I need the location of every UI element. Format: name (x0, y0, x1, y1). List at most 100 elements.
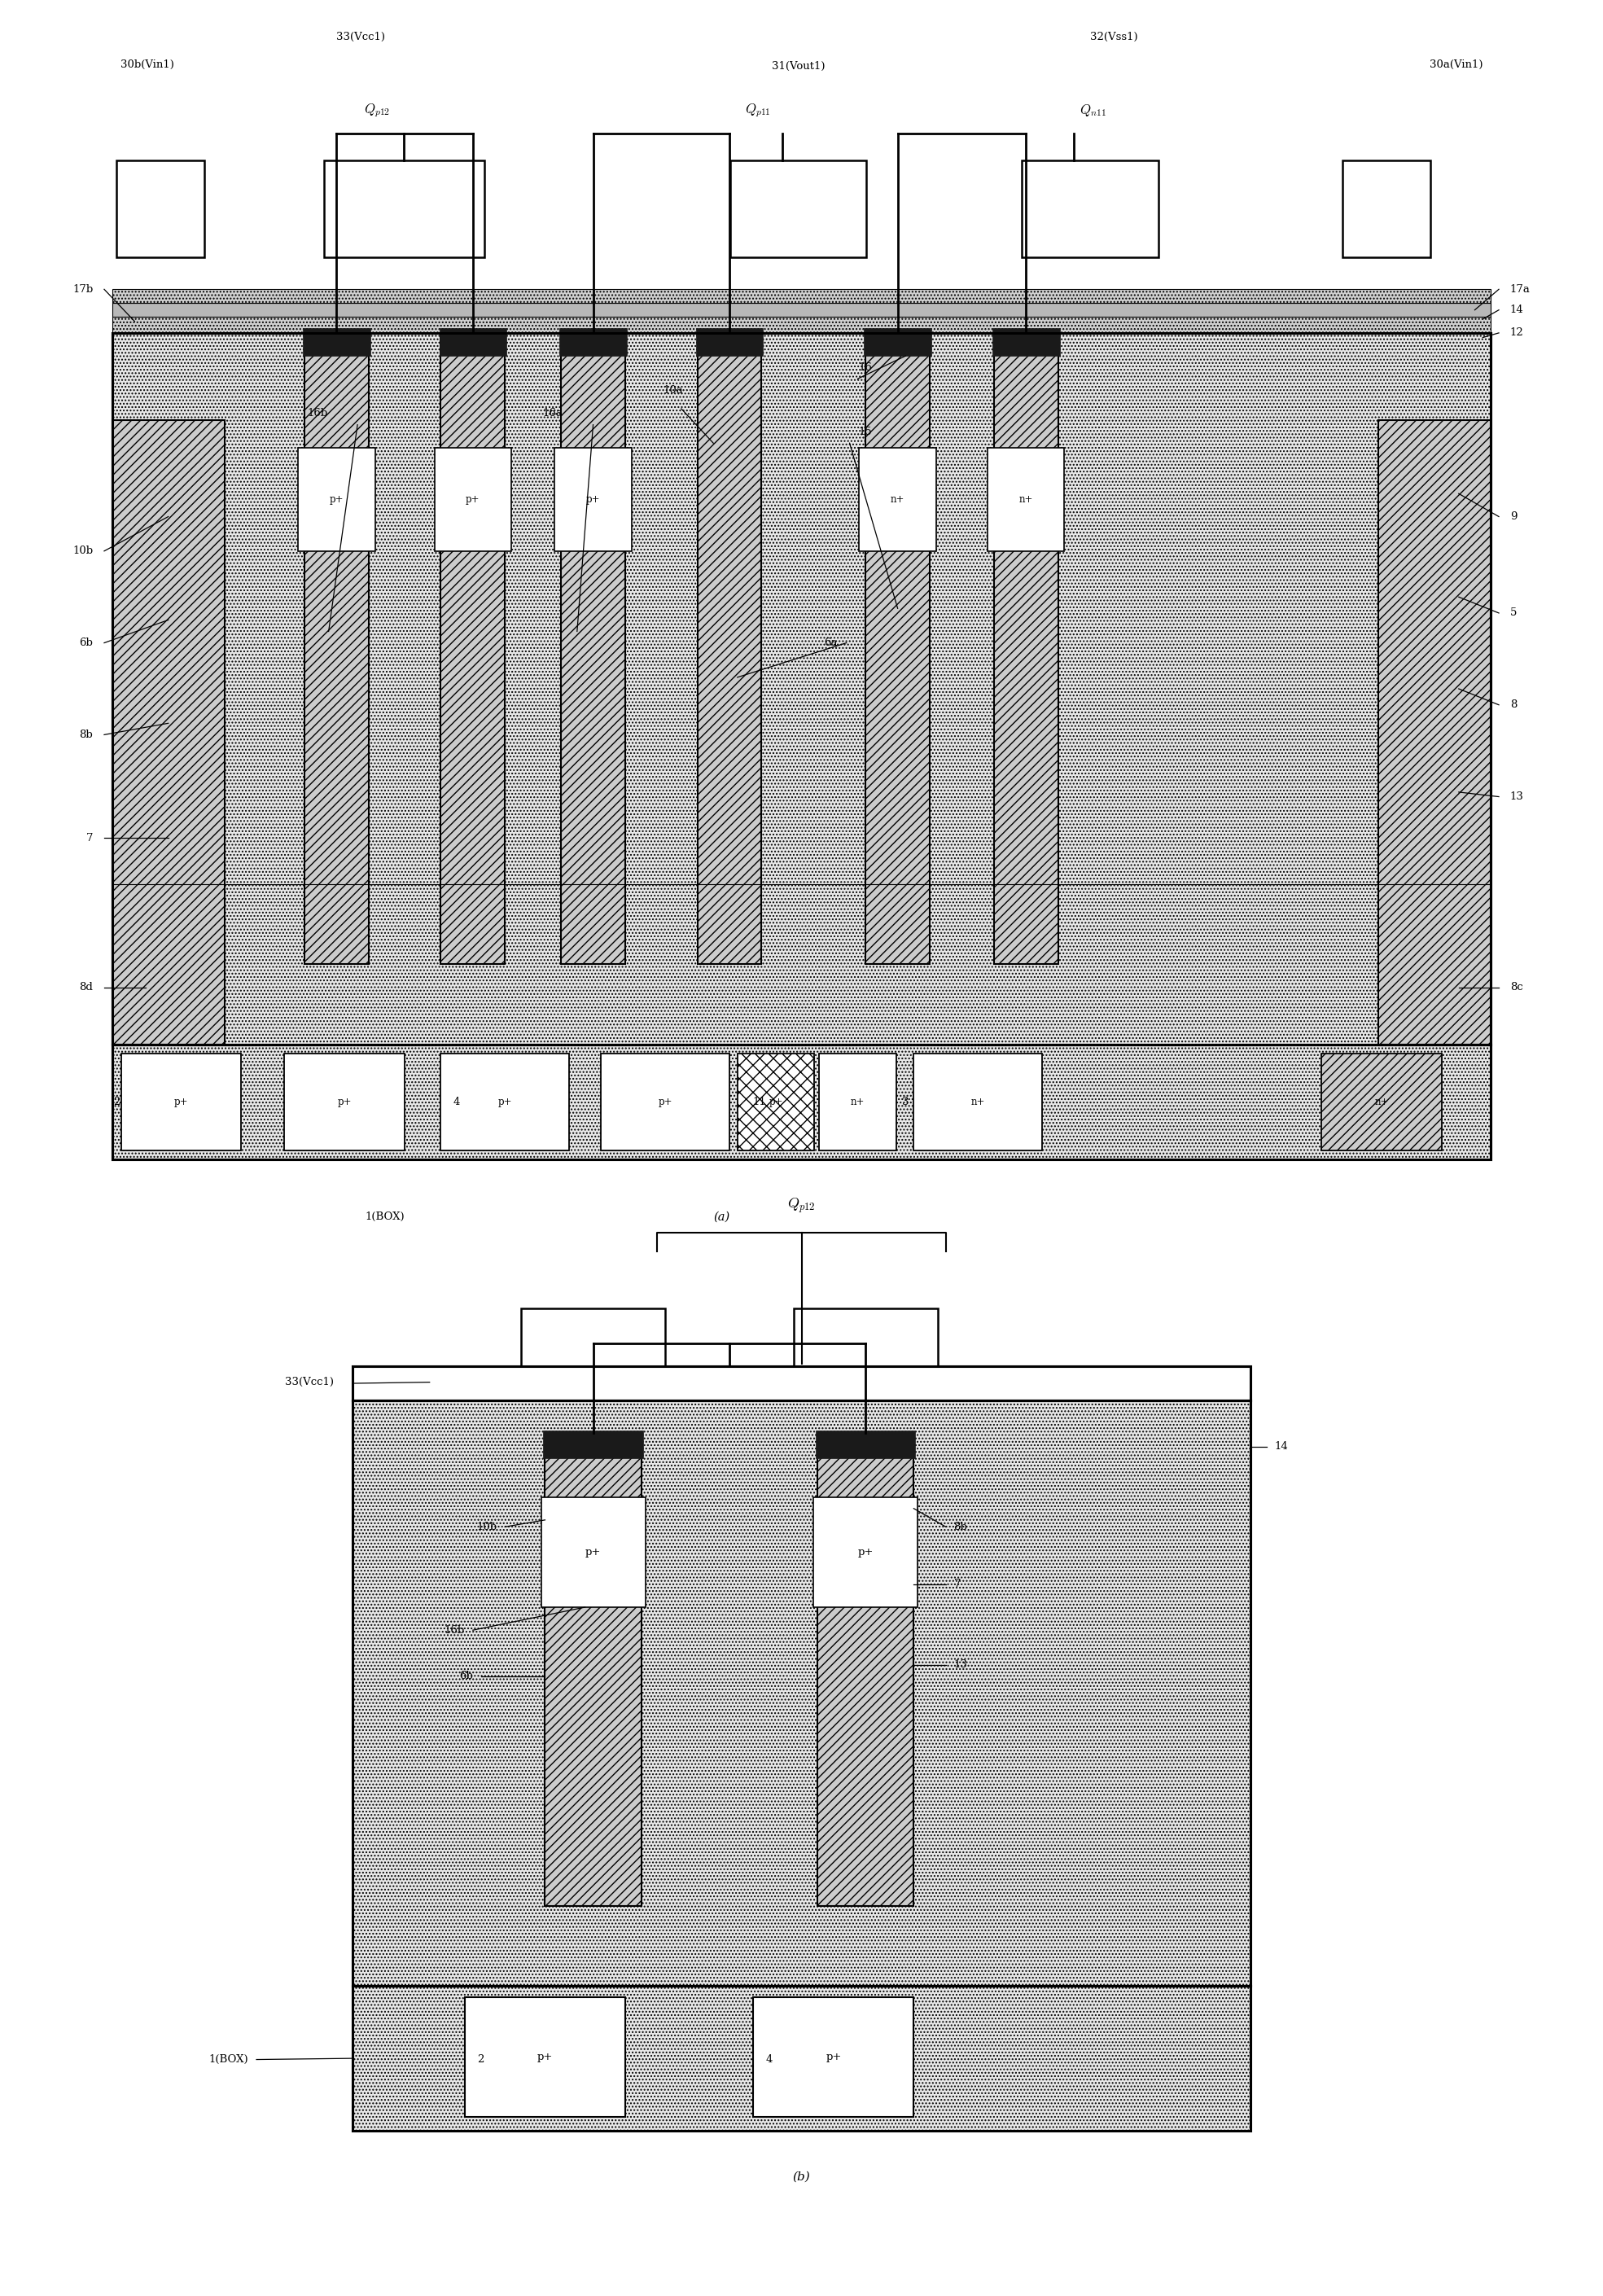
Bar (987, 448, 1064, 551)
Text: 33(Vcc1): 33(Vcc1) (337, 32, 385, 41)
Bar (793, 1309, 938, 1366)
Text: 15: 15 (859, 427, 872, 436)
Text: $Q_{n11}$: $Q_{n11}$ (1080, 103, 1106, 117)
Text: 16b: 16b (308, 409, 327, 418)
Bar (303, 328, 370, 356)
Text: 14: 14 (1274, 1442, 1289, 1451)
Bar (112, 317, 1491, 333)
Bar (353, 1986, 1250, 2131)
Bar (555, 448, 632, 551)
Text: 12: 12 (1510, 328, 1524, 338)
Bar (543, 1430, 643, 1458)
Bar (353, 1366, 1250, 1401)
Text: (a): (a) (713, 1212, 729, 1221)
Text: 10a: 10a (664, 386, 683, 395)
Text: p+: p+ (175, 1097, 188, 1107)
Bar (298, 448, 375, 551)
Bar (353, 1401, 1250, 1986)
Bar (696, 328, 763, 356)
Bar (561, 333, 625, 964)
Bar (441, 333, 505, 964)
Bar (465, 1998, 625, 2117)
Text: 1(BOX): 1(BOX) (365, 1212, 404, 1221)
Text: 2: 2 (478, 2055, 484, 2064)
Bar (353, 1401, 1250, 1986)
Bar (112, 1045, 1491, 1159)
Text: 16: 16 (859, 363, 872, 372)
Text: 11: 11 (753, 1097, 766, 1107)
Text: 32(Vss1): 32(Vss1) (1090, 32, 1138, 41)
Text: 6a: 6a (824, 638, 837, 647)
Bar (864, 328, 931, 356)
Bar (441, 1054, 569, 1150)
Bar (122, 1054, 242, 1150)
Text: p+: p+ (769, 1097, 782, 1107)
Text: 2: 2 (114, 1097, 120, 1107)
Text: p+: p+ (826, 2053, 842, 2062)
Bar (1379, 420, 1491, 1045)
Bar (697, 333, 761, 964)
Text: 4: 4 (454, 1097, 460, 1107)
Text: $Q_{p11}$: $Q_{p11}$ (745, 101, 771, 119)
Bar (112, 289, 1491, 303)
Bar (819, 1054, 896, 1150)
Text: 7: 7 (954, 1580, 960, 1589)
Text: 13: 13 (954, 1660, 968, 1669)
Bar (112, 303, 1491, 317)
Bar (859, 448, 936, 551)
Text: 8: 8 (1510, 700, 1516, 709)
Bar (112, 333, 1491, 1045)
Bar (285, 1054, 404, 1150)
Bar (559, 328, 627, 356)
Bar (753, 1998, 914, 2117)
Bar (866, 333, 930, 964)
Bar (1343, 161, 1431, 257)
Text: p+: p+ (338, 1097, 351, 1107)
Bar (731, 161, 866, 257)
Bar (992, 328, 1060, 356)
Text: $Q_{p12}$: $Q_{p12}$ (364, 101, 390, 119)
Text: 6b: 6b (458, 1671, 473, 1681)
Text: n+: n+ (891, 494, 904, 505)
Bar (601, 1054, 729, 1150)
Text: 8d: 8d (79, 983, 93, 992)
Text: 8b: 8b (79, 730, 93, 739)
Text: 6b: 6b (79, 638, 93, 647)
Text: p+: p+ (466, 494, 479, 505)
Text: (b): (b) (792, 2172, 811, 2181)
Bar (814, 1497, 919, 1607)
Text: 10b: 10b (476, 1522, 497, 1531)
Bar (994, 333, 1058, 964)
Bar (305, 333, 369, 964)
Text: 9: 9 (1510, 512, 1516, 521)
Bar (914, 1054, 1042, 1150)
Text: p+: p+ (587, 494, 600, 505)
Text: 13: 13 (1510, 792, 1524, 801)
Bar (117, 161, 205, 257)
Text: 33(Vcc1): 33(Vcc1) (285, 1378, 333, 1387)
Text: 30b(Vin1): 30b(Vin1) (120, 60, 173, 69)
Bar (434, 448, 511, 551)
Text: p+: p+ (858, 1548, 874, 1557)
Bar (521, 1309, 665, 1366)
Text: n+: n+ (971, 1097, 984, 1107)
Text: n+: n+ (1375, 1097, 1388, 1107)
Text: 14: 14 (1510, 305, 1524, 315)
Bar (1023, 161, 1157, 257)
Text: 17a: 17a (1510, 285, 1531, 294)
Text: 16a: 16a (543, 409, 563, 418)
Bar (324, 161, 484, 257)
Bar (112, 1045, 1491, 1159)
Text: p+: p+ (499, 1097, 511, 1107)
Text: 1(BOX): 1(BOX) (208, 2055, 248, 2064)
Bar (112, 333, 1491, 1045)
Bar (439, 328, 507, 356)
Text: 10b: 10b (72, 546, 93, 556)
Text: p+: p+ (537, 2053, 553, 2062)
Bar (816, 1430, 915, 1458)
Bar (1321, 1054, 1443, 1150)
Text: n+: n+ (851, 1097, 864, 1107)
Text: 5: 5 (1510, 608, 1516, 618)
Text: $Q_{p12}$: $Q_{p12}$ (787, 1196, 816, 1215)
Text: 30a(Vin1): 30a(Vin1) (1430, 60, 1483, 69)
